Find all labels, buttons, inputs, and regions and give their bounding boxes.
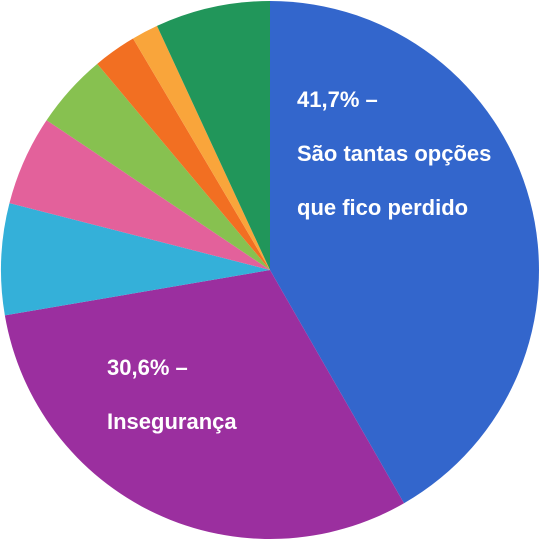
slice bbox=[0, 203, 270, 316]
category-label: Insegurança bbox=[107, 409, 237, 434]
slice bbox=[46, 63, 270, 270]
value-label: 41,7% – bbox=[297, 87, 378, 112]
slice bbox=[9, 120, 270, 270]
value-label: 30,6% – bbox=[107, 355, 188, 380]
slice bbox=[133, 25, 270, 271]
slice-label: 41,7% – São tantas opções que fico perdid… bbox=[297, 73, 522, 235]
category-label: São tantas opções que fico perdido bbox=[297, 141, 492, 220]
slice bbox=[4, 270, 405, 539]
slice-label: 30,6% – Insegurança bbox=[107, 341, 307, 449]
slice bbox=[156, 0, 270, 270]
slice bbox=[270, 1, 539, 504]
slice bbox=[97, 38, 270, 271]
